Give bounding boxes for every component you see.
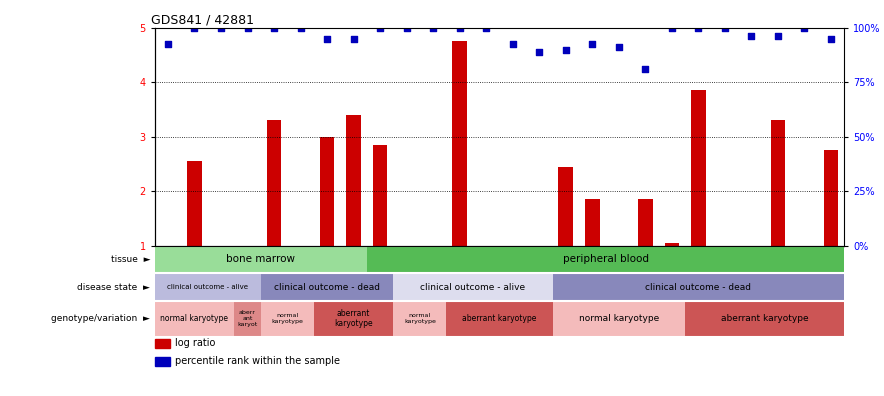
Text: bone marrow: bone marrow (226, 254, 295, 265)
Point (691, 25, 705, 31)
Text: percentile rank within the sample: percentile rank within the sample (175, 356, 340, 366)
Point (373, 25, 387, 31)
Point (824, 35, 838, 42)
Bar (552, 273, 844, 301)
Point (612, 44, 626, 50)
Point (453, 25, 467, 31)
Point (771, 33, 785, 39)
Point (347, 35, 361, 42)
Bar (373, 145, 387, 246)
Point (187, 25, 202, 31)
Bar (234, 301, 261, 337)
Bar (685, 301, 844, 337)
Point (479, 25, 493, 31)
Bar (261, 301, 314, 337)
Text: aberr
ant
karyot: aberr ant karyot (238, 310, 257, 327)
Text: tissue  ►: tissue ► (110, 255, 150, 264)
Bar (155, 273, 261, 301)
Point (797, 25, 812, 31)
Bar (393, 301, 446, 337)
Point (718, 25, 732, 31)
Text: clinical outcome - dead: clinical outcome - dead (274, 283, 380, 291)
Bar (155, 339, 170, 348)
Bar (771, 120, 785, 246)
Point (240, 25, 255, 31)
Text: clinical outcome - alive: clinical outcome - alive (421, 283, 525, 291)
Point (214, 25, 228, 31)
Bar (665, 243, 679, 246)
Bar (267, 120, 281, 246)
Bar (585, 199, 599, 246)
Bar (261, 273, 393, 301)
Bar (155, 301, 234, 337)
Text: aberrant karyotype: aberrant karyotype (462, 314, 537, 323)
Point (267, 25, 281, 31)
Point (293, 25, 308, 31)
Point (638, 65, 652, 72)
Bar (559, 167, 573, 246)
Text: log ratio: log ratio (175, 338, 216, 348)
Text: peripheral blood: peripheral blood (562, 254, 649, 265)
Point (426, 25, 440, 31)
Text: aberrant karyotype: aberrant karyotype (720, 314, 809, 323)
Point (585, 41, 599, 47)
Bar (367, 246, 844, 273)
Text: genotype/variation  ►: genotype/variation ► (51, 314, 150, 323)
Point (532, 49, 546, 55)
Bar (638, 199, 652, 246)
Bar (314, 301, 393, 337)
Text: normal
karyotype: normal karyotype (404, 313, 436, 324)
Point (559, 46, 573, 53)
Bar (393, 273, 552, 301)
Bar (155, 357, 170, 366)
Bar (552, 301, 685, 337)
Text: clinical outcome - dead: clinical outcome - dead (645, 283, 751, 291)
Bar (691, 90, 705, 246)
Text: aberrant
karyotype: aberrant karyotype (334, 309, 373, 328)
Bar (347, 115, 361, 246)
Point (744, 33, 758, 39)
Point (665, 25, 679, 31)
Text: normal
karyotype: normal karyotype (271, 313, 303, 324)
Point (506, 41, 520, 47)
Point (400, 25, 414, 31)
Bar (453, 41, 467, 246)
Text: normal karyotype: normal karyotype (579, 314, 659, 323)
Bar (446, 301, 552, 337)
Bar (824, 150, 838, 246)
Text: clinical outcome - alive: clinical outcome - alive (167, 284, 248, 290)
Bar (187, 161, 202, 246)
Bar (320, 137, 334, 246)
Point (320, 35, 334, 42)
Text: normal karyotype: normal karyotype (161, 314, 228, 323)
Point (161, 41, 175, 47)
Bar (155, 246, 367, 273)
Text: GDS841 / 42881: GDS841 / 42881 (151, 13, 255, 27)
Text: disease state  ►: disease state ► (78, 283, 150, 291)
